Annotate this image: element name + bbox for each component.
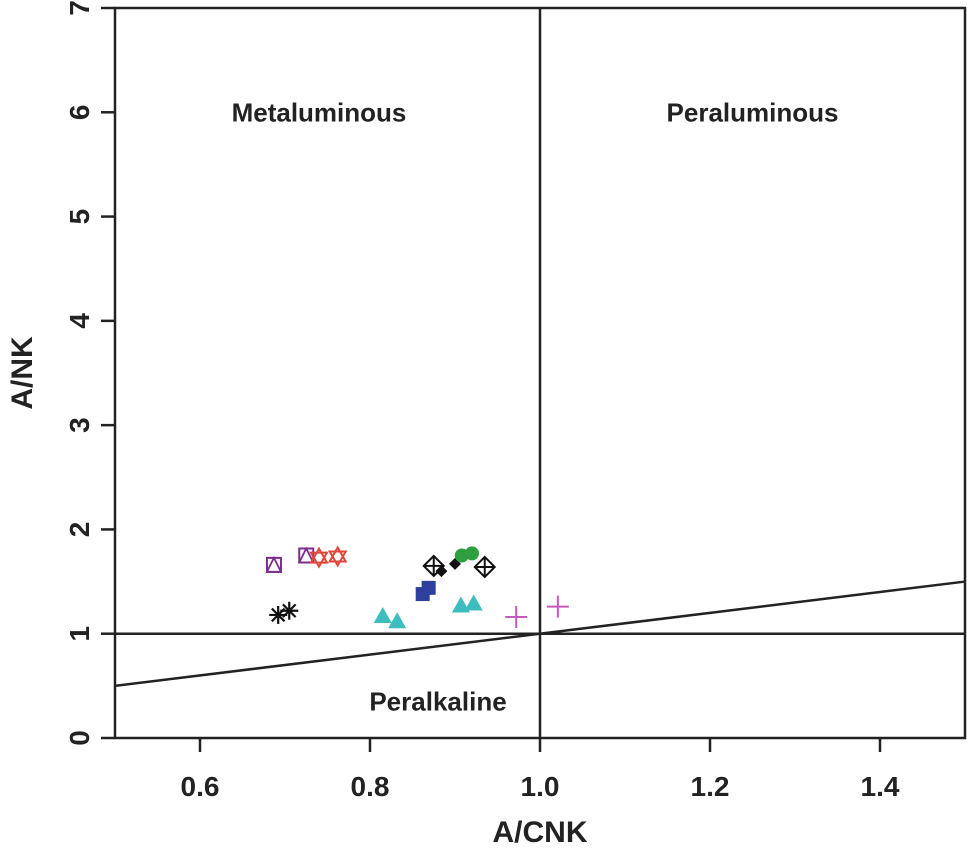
- y-tick-label: 0: [64, 730, 95, 746]
- x-tick-label: 1.2: [691, 771, 730, 802]
- y-tick-label: 4: [64, 313, 95, 329]
- data-point: [280, 601, 299, 620]
- y-axis: 0 1 2 3 4 5 6 7: [64, 0, 115, 746]
- region-label: Peraluminous: [667, 97, 839, 127]
- data-point: [422, 554, 446, 578]
- y-tick-label: 3: [64, 417, 95, 433]
- data-point: [373, 606, 392, 623]
- x-tick-label: 0.8: [351, 771, 390, 802]
- region-label: Metaluminous: [232, 97, 407, 127]
- y-tick-label: 5: [64, 209, 95, 225]
- y-axis-title: A/NK: [6, 336, 39, 410]
- data-point: [546, 595, 569, 618]
- y-tick-label: 6: [64, 104, 95, 120]
- data-point: [388, 612, 407, 629]
- data-point: [435, 565, 448, 578]
- y-tick-label: 7: [64, 0, 95, 16]
- data-point: [473, 555, 497, 579]
- x-axis-title: A/CNK: [493, 816, 588, 849]
- data-point: [464, 594, 483, 611]
- data-point: [309, 546, 329, 569]
- data-point: [421, 580, 436, 595]
- region-labels: Metaluminous Peraluminous Peralkaline: [232, 97, 839, 716]
- reference-lines: [114, 8, 966, 738]
- x-tick-label: 0.6: [181, 771, 220, 802]
- data-point: [505, 606, 528, 629]
- y-tick-label: 2: [64, 522, 95, 538]
- x-tick-label: 1.0: [521, 771, 560, 802]
- data-point: [451, 596, 470, 613]
- diagonal-boundary-line: [114, 580, 966, 688]
- data-point: [265, 555, 283, 573]
- y-tick-label: 1: [64, 626, 95, 642]
- data-point: [465, 546, 479, 561]
- region-label: Peralkaline: [369, 687, 506, 717]
- x-tick-label: 1.4: [861, 771, 900, 802]
- data-points: [265, 545, 569, 629]
- x-axis: 0.6 0.8 1.0 1.2 1.4: [181, 738, 900, 802]
- data-point: [327, 545, 348, 568]
